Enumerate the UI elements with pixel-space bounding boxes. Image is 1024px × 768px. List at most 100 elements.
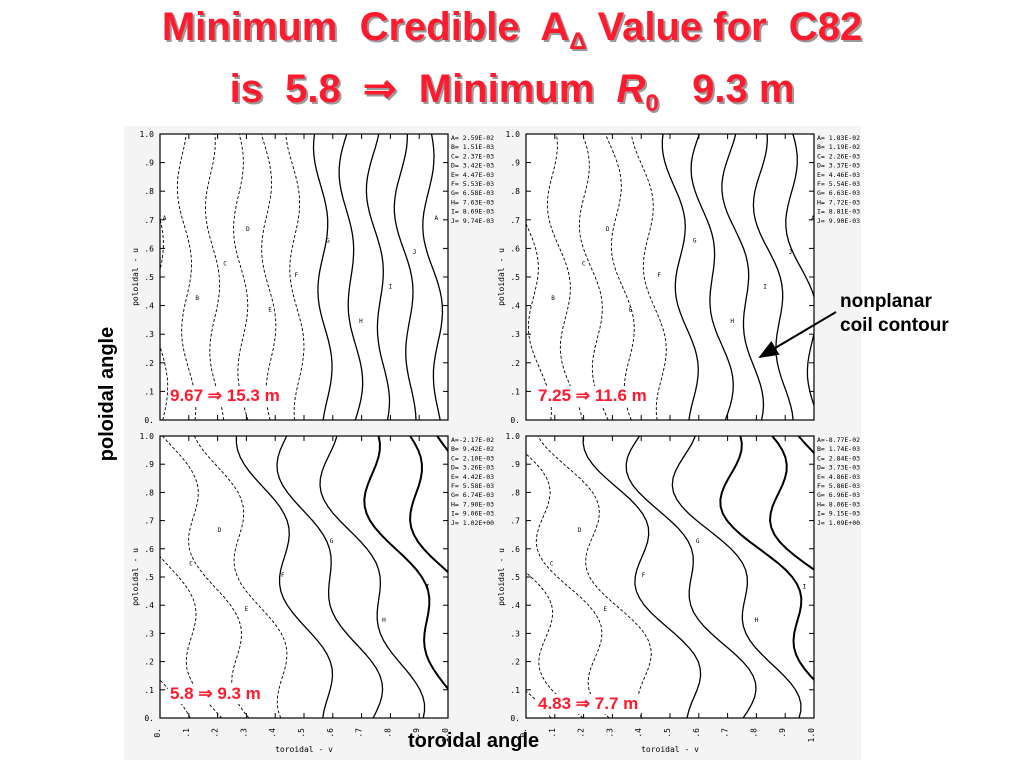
- contour-level-marker: J: [413, 249, 417, 256]
- contour-level-marker: F: [642, 572, 646, 579]
- contour-level-marker: B: [195, 295, 199, 302]
- contour-level-legend-entry: J= 9.90E-03: [817, 217, 860, 225]
- contour-level-legend-entry: A=-2.17E-02: [451, 436, 494, 444]
- y-tick-label: .5: [510, 273, 520, 282]
- contour-level-legend-entry: C= 2.37E-03: [451, 152, 494, 160]
- contour-line: [690, 134, 734, 420]
- contour-level-marker: G: [693, 238, 697, 245]
- contour-line: [671, 436, 802, 718]
- y-tick-label: .2: [144, 658, 154, 667]
- y-tick-label: .7: [510, 517, 520, 526]
- x-tick-label: .2: [211, 728, 220, 738]
- contour-level-legend-entry: H= 7.63E-03: [451, 198, 494, 206]
- y-tick-label: 0.: [144, 416, 154, 425]
- y-tick-label: .3: [144, 330, 154, 339]
- y-tick-label: .2: [510, 658, 520, 667]
- x-tick-label: .6: [692, 728, 701, 738]
- x-tick-label: 1.0: [441, 728, 450, 743]
- contour-line: [285, 134, 305, 420]
- y-tick-label: .3: [510, 629, 520, 638]
- contour-level-marker: C: [550, 561, 554, 568]
- y-tick-label: .4: [510, 601, 520, 610]
- contour-level-marker: H: [755, 617, 759, 624]
- slide-title-line-2: is 5.8 ⇒ Minimum R0 9.3 m: [0, 66, 1024, 127]
- contour-level-marker: C: [223, 261, 227, 268]
- contour-level-marker: C: [582, 261, 586, 268]
- contour-level-marker: I: [803, 583, 807, 590]
- title-line-1-text: Minimum Credible A: [161, 5, 570, 49]
- contour-level-marker: E: [268, 306, 272, 313]
- y-tick-label: .1: [510, 387, 520, 396]
- y-tick-label: .9: [144, 460, 154, 469]
- contour-level-legend-entry: J= 9.74E-03: [451, 217, 494, 225]
- nonplanar-coil-contour-annotation: nonplanar coil contour: [840, 291, 949, 336]
- contour-level-marker: F: [281, 572, 285, 579]
- x-tick-label: .8: [749, 728, 758, 738]
- contour-line: [546, 134, 583, 420]
- contour-level-marker: I: [763, 283, 767, 290]
- y-tick-label: .9: [510, 460, 520, 469]
- contour-line: [363, 436, 448, 691]
- y-tick-label: .6: [144, 244, 154, 253]
- contour-level-legend-entry: D= 3.37E-03: [817, 162, 860, 170]
- x-tick-label: 0.: [519, 728, 528, 738]
- contour-level-marker: D: [218, 527, 222, 534]
- contour-level-legend-entry: A=-8.77E-02: [817, 436, 860, 444]
- panel-2-caption: 7.25 ⇒ 11.6 m: [536, 386, 649, 406]
- contour-line: [319, 436, 426, 718]
- plot-frame: [525, 435, 815, 719]
- y-tick-label: .1: [510, 686, 520, 695]
- y-tick-label: .8: [510, 488, 520, 497]
- contour-panel-4: 1.0 .9 .8 .7 .6 .5 .4 .3 .2 .1 0. 0. .1 .2 .3 .4 .5 .6 .7.…: [497, 432, 860, 754]
- contour-level-marker: B: [551, 295, 555, 302]
- y-tick-label: 1.0: [506, 432, 521, 441]
- contour-level-legend-entry: D= 3.42E-03: [451, 162, 494, 170]
- contour-level-legend-entry: F= 5.58E-03: [451, 482, 494, 490]
- contour-level-marker: C: [189, 561, 193, 568]
- x-tick-label: .1: [182, 728, 191, 738]
- contour-level-legend-entry: F= 5.54E-03: [817, 180, 860, 188]
- contour-line: [630, 134, 667, 420]
- contour-level-legend-entry: D= 3.73E-03: [817, 464, 860, 472]
- contour-line: [276, 436, 384, 718]
- contour-line: [661, 134, 699, 420]
- contour-line: [338, 134, 364, 420]
- contour-line: [176, 134, 197, 420]
- contour-level-legend-entry: F= 5.86E-03: [817, 482, 860, 490]
- contour-level-marker: E: [629, 306, 633, 313]
- contour-level-marker: B: [459, 295, 463, 302]
- contour-line: [625, 436, 757, 718]
- contour-level-marker: H: [382, 617, 386, 624]
- y-tick-label: .6: [510, 244, 520, 253]
- contour-line: [365, 134, 391, 420]
- panel-3-caption: 5.8 ⇒ 9.3 m: [168, 684, 263, 704]
- panel-x-axis-label: toroidal - v: [275, 745, 333, 754]
- y-tick-label: .3: [144, 629, 154, 638]
- contour-level-legend-entry: B= 1.51E-03: [451, 143, 494, 151]
- contour-line: [721, 134, 765, 420]
- contour-line: [261, 134, 277, 420]
- contour-plots-svg: 1.0 .9 .8 .7 .6 .5 .4 .3 .2 .1 0. poloidal - u A= 2.…: [131, 130, 860, 754]
- x-tick-label: .9: [778, 728, 787, 738]
- contour-level-marker: F: [657, 272, 661, 279]
- x-tick-label: .7: [721, 728, 730, 738]
- contour-figure: 1.0 .9 .8 .7 .6 .5 .4 .3 .2 .1 0. poloidal - u A= 2.…: [124, 126, 861, 760]
- contour-panel-1: 1.0 .9 .8 .7 .6 .5 .4 .3 .2 .1 0. poloidal - u A= 2.…: [131, 130, 494, 425]
- y-tick-label: .6: [510, 545, 520, 554]
- contour-level-legend-entry: E= 4.86E-03: [817, 473, 860, 481]
- x-tick-label: .3: [239, 728, 248, 738]
- slide-title-line-1: Minimum Credible AΔ Value for C82: [0, 4, 1024, 65]
- y-tick-label: .8: [510, 187, 520, 196]
- y-tick-label: 1.0: [140, 432, 155, 441]
- y-tick-label: .5: [144, 273, 154, 282]
- panel-y-axis-label: poloidal - u: [131, 248, 140, 306]
- x-tick-label: .4: [634, 728, 643, 738]
- contour-level-legend-entry: G= 6.74E-03: [451, 491, 494, 499]
- contour-level-marker: A: [811, 215, 815, 222]
- y-tick-label: .2: [510, 359, 520, 368]
- panel-x-axis-label: toroidal - v: [641, 745, 699, 754]
- contour-level-marker: A: [163, 215, 167, 222]
